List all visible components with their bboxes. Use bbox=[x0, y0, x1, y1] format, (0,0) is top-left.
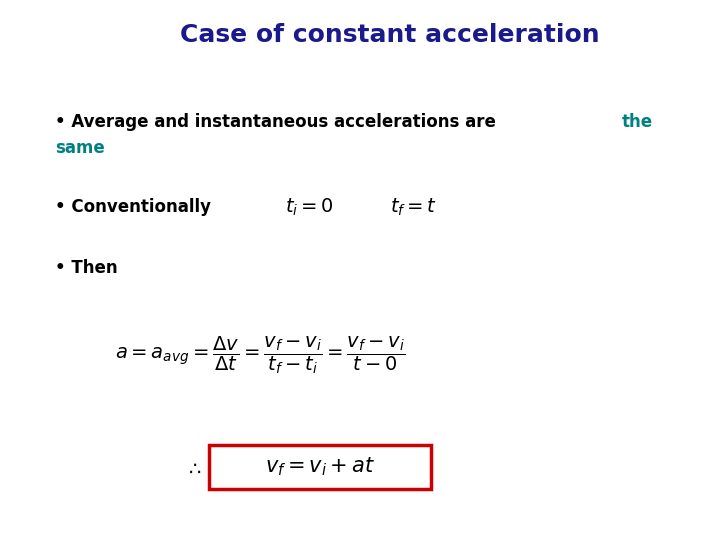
Text: $t_i = 0$: $t_i = 0$ bbox=[285, 197, 334, 218]
Text: • Average and instantaneous accelerations are: • Average and instantaneous acceleration… bbox=[55, 113, 502, 131]
Text: same: same bbox=[55, 139, 104, 157]
Text: $a = a_{avg} = \dfrac{\Delta v}{\Delta t} = \dfrac{v_f - v_i}{t_f - t_i} = \dfra: $a = a_{avg} = \dfrac{\Delta v}{\Delta t… bbox=[115, 334, 405, 376]
FancyBboxPatch shape bbox=[209, 445, 431, 489]
Text: $t_f = t$: $t_f = t$ bbox=[390, 197, 437, 218]
Text: • Conventionally: • Conventionally bbox=[55, 198, 211, 216]
Text: $\therefore$: $\therefore$ bbox=[185, 458, 202, 477]
Text: Case of constant acceleration: Case of constant acceleration bbox=[180, 23, 600, 47]
Text: $v_f = v_i + at$: $v_f = v_i + at$ bbox=[265, 456, 375, 478]
Text: the: the bbox=[622, 113, 653, 131]
Text: • Then: • Then bbox=[55, 259, 117, 277]
